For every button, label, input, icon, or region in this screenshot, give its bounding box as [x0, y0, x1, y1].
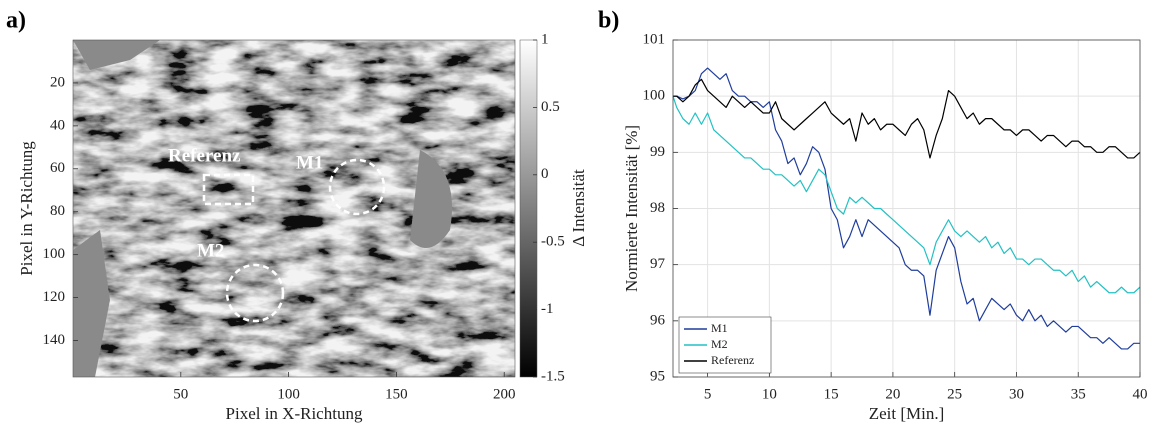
colorbar-label: Δ Intensität: [569, 169, 588, 247]
legend-label: M1: [711, 321, 728, 335]
x-tick-label: 200: [493, 386, 516, 402]
x-axis-label: Zeit [Min.]: [869, 404, 945, 423]
x-axis-label: Pixel in X-Richtung: [226, 404, 363, 423]
y-tick-label: 100: [643, 88, 666, 104]
y-tick-label: 95: [650, 368, 665, 384]
x-tick-label: 20: [885, 386, 900, 402]
y-tick-label: 98: [650, 200, 665, 216]
annotation: M1: [296, 152, 323, 173]
x-tick-label: 35: [1071, 386, 1086, 402]
y-tick-label: 20: [50, 74, 65, 90]
y-tick-label: 80: [50, 203, 65, 219]
x-tick-label: 100: [277, 386, 300, 402]
colorbar-tick-label: 0: [541, 166, 549, 182]
y-tick-label: 60: [50, 160, 65, 176]
axes-frame: [72, 39, 516, 378]
colorbar-tick-label: -1.5: [541, 368, 565, 384]
series-line: [673, 78, 1141, 159]
roi-circle: [225, 263, 285, 323]
colorbar-tick-label: -1: [541, 301, 554, 317]
annotation: Referenz: [168, 145, 241, 166]
x-tick-label: 40: [1133, 386, 1148, 402]
series-line: [673, 67, 1140, 350]
x-tick-label: 15: [824, 386, 839, 402]
y-tick-label: 97: [650, 256, 666, 272]
y-tick-label: 99: [650, 144, 665, 160]
y-tick-label: 120: [43, 289, 66, 305]
panel-label: a): [6, 8, 26, 34]
masked-region: [73, 40, 160, 70]
reference-box: [202, 173, 255, 206]
y-tick-label: 101: [643, 31, 666, 47]
colorbar-tick-label: 1: [541, 31, 549, 47]
y-axis-label: Normierte Intensität [%]: [622, 125, 641, 292]
colorbar-tick-label: -0.5: [541, 234, 565, 250]
x-tick-label: 150: [385, 386, 408, 402]
annotation: M2: [197, 240, 224, 261]
y-tick-label: 40: [50, 117, 65, 133]
x-tick-label: 5: [704, 386, 712, 402]
y-tick-label: 100: [43, 246, 66, 262]
axes-frame: [672, 39, 1141, 378]
colorbar: [519, 39, 538, 378]
heatmap-image: Referenz M1 M2: [73, 40, 515, 377]
colorbar-tick-label: 0.5: [541, 99, 560, 115]
masked-region: [73, 230, 110, 377]
roi-circle: [328, 158, 386, 216]
y-axis-label: Pixel in Y-Richtung: [17, 141, 36, 276]
series-line: [672, 95, 1141, 294]
legend-label: M2: [711, 337, 728, 351]
panel-label: b): [598, 8, 619, 34]
x-tick-label: 10: [762, 386, 777, 402]
y-tick-label: 140: [43, 332, 66, 348]
y-tick-label: 96: [650, 312, 666, 328]
x-tick-label: 25: [947, 386, 962, 402]
legend-label: Referenz: [711, 353, 754, 367]
masked-region: [410, 150, 452, 248]
x-tick-label: 50: [173, 386, 188, 402]
x-tick-label: 30: [1009, 386, 1024, 402]
